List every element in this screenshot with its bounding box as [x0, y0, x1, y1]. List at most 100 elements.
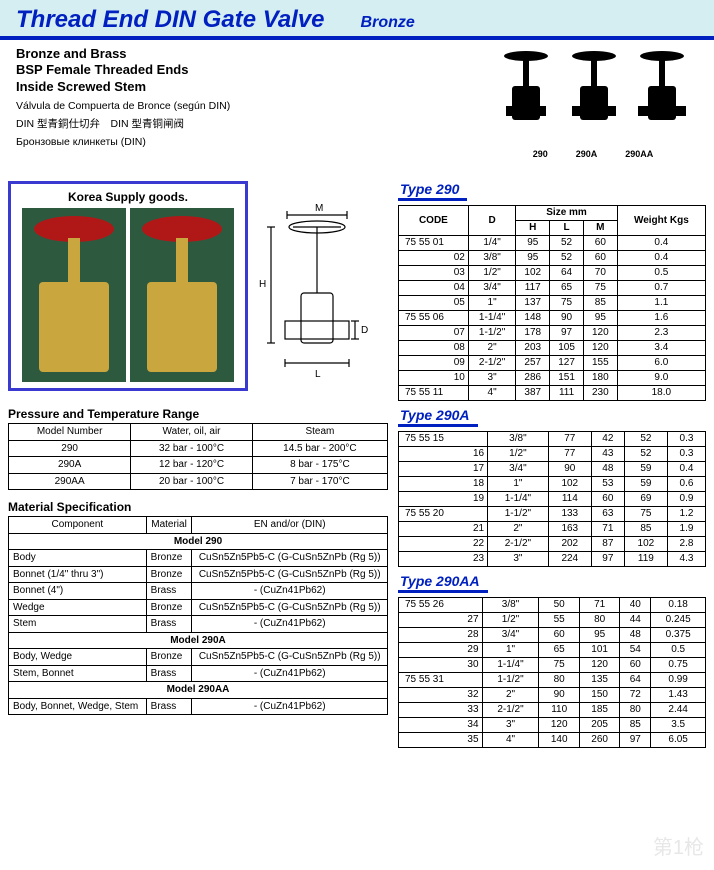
size-cell: 90: [548, 462, 591, 477]
size-cell: 69: [624, 492, 667, 507]
size-cell: 02: [399, 251, 469, 266]
size-cell: 18.0: [617, 386, 705, 401]
size-cell: 1/4": [468, 236, 516, 251]
pressure-cell: 20 bar - 100°C: [131, 473, 253, 490]
size-cell: 230: [583, 386, 617, 401]
size-cell: 178: [516, 326, 550, 341]
size-cell: 102: [516, 266, 550, 281]
size-cell: 1.6: [617, 311, 705, 326]
size-cell: 17: [399, 462, 488, 477]
size-cell: 1-1/4": [488, 492, 549, 507]
size-cell: 120: [583, 341, 617, 356]
dimension-diagram: M H D L: [257, 203, 377, 386]
size-cell: 0.7: [617, 281, 705, 296]
size-cell: 1/2": [482, 613, 539, 628]
material-title: Material Specification: [8, 500, 388, 514]
size-cell: 04: [399, 281, 469, 296]
size-cell: 137: [516, 296, 550, 311]
size-cell: 2": [468, 341, 516, 356]
size-cell: 08: [399, 341, 469, 356]
size-cell: 80: [620, 703, 651, 718]
size-table: 75 55 263/8"5071400.18271/2"5580440.2452…: [398, 597, 706, 748]
size-cell: 1.43: [651, 688, 706, 703]
size-cell: 0.5: [617, 266, 705, 281]
size-cell: 60: [620, 658, 651, 673]
size-cell: 97: [591, 552, 624, 567]
valve-label-290: 290: [533, 149, 548, 159]
size-cell: 75 55 01: [399, 236, 469, 251]
size-cell: 80: [579, 613, 619, 628]
pressure-col-2: Steam: [252, 424, 387, 441]
size-cell: 3.5: [651, 718, 706, 733]
material-cell: - (CuZn41Pb62): [192, 583, 388, 600]
size-cell: 163: [548, 522, 591, 537]
material-cell: Stem, Bonnet: [9, 665, 147, 682]
size-cell: 155: [583, 356, 617, 371]
size-cell: 65: [550, 281, 584, 296]
size-cell: 0.3: [667, 432, 705, 447]
material-cell: Brass: [146, 583, 192, 600]
size-cell: 1": [468, 296, 516, 311]
material-cell: Brass: [146, 665, 192, 682]
size-cell: 4": [482, 733, 539, 748]
pressure-cell: 290A: [9, 457, 131, 474]
material-cell: Bronze: [146, 566, 192, 583]
size-cell: 75 55 15: [399, 432, 488, 447]
type-header: Type 290: [398, 181, 467, 201]
size-cell: 151: [550, 371, 584, 386]
size-cell: 95: [583, 311, 617, 326]
size-cell: 3/4": [482, 628, 539, 643]
pressure-title: Pressure and Temperature Range: [8, 407, 388, 421]
size-cell: 3": [468, 371, 516, 386]
size-cell: 2": [488, 522, 549, 537]
size-cell: 0.4: [617, 251, 705, 266]
size-cell: 19: [399, 492, 488, 507]
material-cell: - (CuZn41Pb62): [192, 665, 388, 682]
material-cell: Bonnet (1/4" thru 3"): [9, 566, 147, 583]
size-cell: 16: [399, 447, 488, 462]
size-cell: 60: [539, 628, 579, 643]
size-cell: 257: [516, 356, 550, 371]
size-cell: 3": [482, 718, 539, 733]
size-cell: 150: [579, 688, 619, 703]
material-cell: Body: [9, 550, 147, 567]
size-cell: 35: [399, 733, 483, 748]
size-cell: 110: [539, 703, 579, 718]
size-cell: 59: [624, 462, 667, 477]
pressure-cell: 14.5 bar - 200°C: [252, 440, 387, 457]
size-cell: 75: [550, 296, 584, 311]
size-cell: 180: [583, 371, 617, 386]
dim-m: M: [315, 203, 323, 214]
photo-box: Korea Supply goods.: [8, 181, 248, 391]
intro-line-2: BSP Female Threaded Ends: [16, 62, 476, 78]
size-cell: 75: [624, 507, 667, 522]
size-cell: 95: [516, 236, 550, 251]
size-cell: 10: [399, 371, 469, 386]
size-cell: 97: [620, 733, 651, 748]
material-col-0: Component: [9, 517, 147, 534]
valve-photo-front: [22, 208, 126, 382]
size-cell: 286: [516, 371, 550, 386]
size-cell: 1.9: [667, 522, 705, 537]
material-col-2: EN and/or (DIN): [192, 517, 388, 534]
size-cell: 52: [624, 447, 667, 462]
material-cell: Body, Wedge: [9, 649, 147, 666]
material-cell: Brass: [146, 698, 192, 715]
size-cell: 0.18: [651, 598, 706, 613]
size-cell: 202: [548, 537, 591, 552]
size-cell: 2": [482, 688, 539, 703]
valve-label-290aa: 290AA: [625, 149, 653, 159]
size-cell: 0.9: [667, 492, 705, 507]
size-cell: 0.5: [651, 643, 706, 658]
size-cell: 0.245: [651, 613, 706, 628]
size-cell: 60: [591, 492, 624, 507]
material-cell: CuSn5Zn5Pb5-C (G-CuSn5ZnPb (Rg 5)): [192, 599, 388, 616]
size-cell: 85: [620, 718, 651, 733]
size-cell: 102: [624, 537, 667, 552]
material-cell: Bronze: [146, 599, 192, 616]
size-cell: 59: [624, 477, 667, 492]
size-cell: 1-1/2": [482, 673, 539, 688]
size-cell: 75: [583, 281, 617, 296]
material-cell: Stem: [9, 616, 147, 633]
size-cell: 205: [579, 718, 619, 733]
